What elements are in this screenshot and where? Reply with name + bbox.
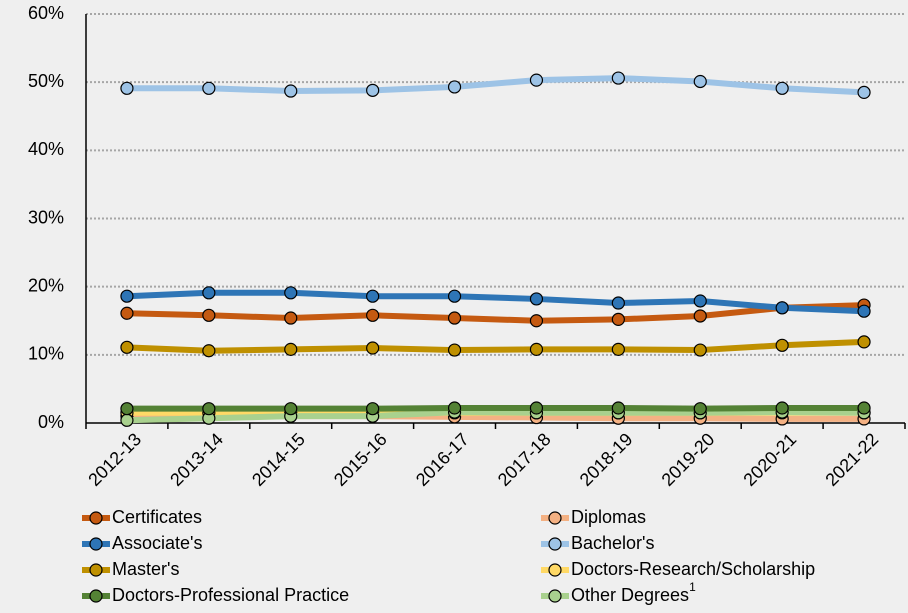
legend-label: Doctors-Professional Practice [112, 585, 349, 605]
data-point [611, 312, 625, 326]
data-point [447, 289, 462, 303]
data-point [284, 342, 298, 356]
data-point [284, 311, 298, 325]
y-tick-label: 0% [38, 412, 64, 432]
x-tick-label: 2021-22 [821, 429, 882, 490]
y-tick-label: 20% [28, 275, 64, 295]
data-point [529, 401, 544, 415]
data-point [529, 73, 544, 87]
data-point [529, 292, 544, 306]
data-point [693, 309, 707, 323]
x-tick-label: 2015-16 [330, 429, 391, 490]
data-point [202, 344, 216, 358]
data-point [611, 342, 625, 356]
series-line [126, 302, 865, 324]
series-line [126, 405, 865, 412]
data-point [775, 338, 789, 352]
data-point [447, 343, 462, 357]
data-point [284, 286, 298, 300]
legend-label: Certificates [112, 507, 202, 527]
legend-marker [89, 589, 103, 603]
data-point [120, 402, 134, 416]
legend-marker [548, 563, 562, 577]
data-point [775, 301, 789, 315]
x-tick-label: 2013-14 [166, 429, 227, 490]
legend-label: Associate's [112, 533, 202, 553]
data-point [202, 81, 216, 95]
data-point [857, 85, 871, 99]
legend-label: Other Degrees1 [571, 580, 696, 605]
data-point [529, 342, 544, 356]
data-point [366, 308, 380, 322]
data-point [202, 286, 216, 300]
data-point [447, 311, 462, 325]
data-point [775, 81, 789, 95]
data-point [202, 402, 216, 416]
legend-marker [89, 511, 103, 525]
series-line [126, 289, 865, 315]
legend-label: Diplomas [571, 507, 646, 527]
series-line [126, 409, 865, 424]
data-point [857, 335, 871, 349]
series-line [126, 338, 865, 354]
x-tick-label: 2012-13 [84, 429, 145, 490]
legend-label: Master's [112, 559, 179, 579]
data-point [366, 83, 380, 97]
data-point [693, 74, 707, 89]
y-tick-label: 50% [28, 71, 64, 91]
data-point [366, 402, 380, 416]
x-tick-label: 2018-19 [576, 429, 637, 490]
data-point [284, 402, 298, 416]
data-point [447, 80, 462, 94]
y-tick-label: 60% [28, 3, 64, 23]
data-point [857, 401, 871, 415]
x-tick-label: 2016-17 [412, 429, 473, 490]
data-point [857, 304, 871, 318]
data-point [120, 81, 134, 95]
y-tick-label: 30% [28, 207, 64, 227]
y-tick-label: 40% [28, 139, 64, 159]
legend-marker [89, 563, 103, 577]
data-point [693, 343, 707, 357]
legend-label: Bachelor's [571, 533, 654, 553]
data-point [693, 294, 707, 308]
legend-marker [548, 589, 562, 603]
x-tick-label: 2020-21 [739, 429, 800, 490]
x-tick-label: 2019-20 [658, 429, 719, 490]
x-tick-label: 2014-15 [248, 429, 309, 490]
legend-marker [548, 511, 562, 525]
data-point [120, 306, 134, 320]
data-point [611, 71, 625, 85]
data-point [447, 401, 462, 415]
y-tick-label: 10% [28, 344, 64, 364]
data-point [366, 341, 380, 355]
legend-label: Doctors-Research/Scholarship [571, 559, 815, 579]
legend-marker [89, 537, 103, 551]
data-point [611, 296, 625, 310]
legend-marker [548, 537, 562, 551]
x-tick-label: 2017-18 [494, 429, 555, 490]
series-line [126, 75, 865, 96]
data-point [693, 402, 707, 416]
data-point [284, 84, 298, 98]
data-point [529, 314, 544, 328]
data-point [366, 289, 380, 303]
data-point [120, 413, 134, 427]
data-point [120, 340, 134, 354]
data-point [775, 401, 789, 415]
data-point [120, 289, 134, 303]
data-point [611, 401, 625, 415]
legend-footnote: 1 [689, 580, 696, 594]
data-point [202, 308, 216, 322]
